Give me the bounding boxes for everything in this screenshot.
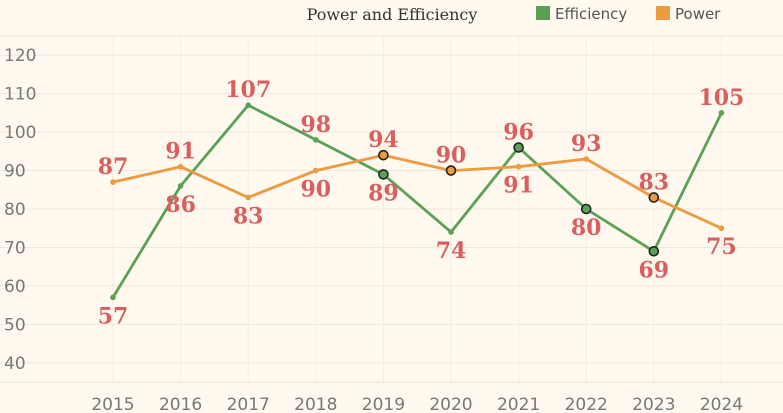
y-tick-label: 50 bbox=[4, 315, 26, 335]
y-tick-label: 90 bbox=[4, 162, 26, 182]
point-power-2017[interactable] bbox=[245, 194, 251, 201]
point-efficiency-2021[interactable] bbox=[513, 142, 524, 153]
y-tick-label: 40 bbox=[4, 354, 26, 374]
data-label-power-2024: 75 bbox=[706, 234, 737, 260]
legend-label-power: Power bbox=[675, 5, 721, 23]
legend-swatch-power bbox=[656, 6, 670, 20]
data-labels: 57 86 107 98 89 74 96 80 69 105 87 91 83 90 94 90 91 93 83… bbox=[98, 77, 745, 329]
markers bbox=[110, 102, 725, 301]
point-power-2015[interactable] bbox=[110, 179, 116, 185]
y-tick-label: 110 bbox=[4, 85, 36, 105]
point-efficiency-2023[interactable] bbox=[648, 245, 660, 257]
point-power-2023[interactable] bbox=[648, 192, 660, 203]
point-efficiency-2016[interactable] bbox=[177, 183, 184, 189]
data-label-power-2021: 91 bbox=[503, 173, 534, 199]
data-label-efficiency-2018: 98 bbox=[300, 112, 331, 138]
point-efficiency-2019[interactable] bbox=[378, 169, 389, 180]
point-efficiency-2017[interactable] bbox=[245, 102, 251, 108]
point-power-2024[interactable] bbox=[718, 225, 725, 232]
point-power-2020[interactable] bbox=[445, 165, 457, 176]
point-efficiency-2022[interactable] bbox=[580, 203, 592, 215]
series-line-power bbox=[112, 153, 722, 230]
data-label-power-2016: 91 bbox=[165, 139, 196, 165]
data-label-power-2020: 90 bbox=[436, 143, 467, 169]
data-label-efficiency-2024: 105 bbox=[698, 85, 744, 111]
y-tick-label: 70 bbox=[4, 238, 26, 258]
point-efficiency-2018[interactable] bbox=[313, 137, 319, 143]
data-label-power-2019: 94 bbox=[368, 127, 399, 153]
x-tick-label: 2024 bbox=[700, 395, 743, 413]
series-lines bbox=[111, 103, 723, 299]
y-tick-label: 120 bbox=[4, 46, 36, 66]
legend-swatch-efficiency bbox=[536, 6, 550, 20]
point-power-2019[interactable] bbox=[378, 149, 389, 161]
grid bbox=[0, 36, 783, 382]
x-tick-label: 2015 bbox=[91, 395, 134, 413]
data-label-power-2018: 90 bbox=[300, 177, 331, 203]
y-tick-label: 60 bbox=[4, 277, 26, 297]
data-label-efficiency-2017: 107 bbox=[225, 77, 271, 103]
data-label-efficiency-2016: 86 bbox=[165, 192, 196, 218]
legend-item-efficiency[interactable]: Efficiency bbox=[536, 5, 627, 23]
legend-label-efficiency: Efficiency bbox=[555, 5, 627, 23]
x-tick-label: 2023 bbox=[632, 395, 675, 413]
x-tick-label: 2021 bbox=[497, 395, 540, 413]
data-label-efficiency-2022: 80 bbox=[571, 215, 602, 241]
x-tick-label: 2020 bbox=[429, 395, 472, 413]
data-label-power-2017: 83 bbox=[233, 203, 264, 229]
legend-item-power[interactable]: Power bbox=[656, 5, 721, 23]
series-line-efficiency bbox=[111, 103, 723, 299]
point-power-2021[interactable] bbox=[515, 163, 522, 170]
x-tick-label: 2022 bbox=[565, 395, 608, 413]
point-efficiency-2024[interactable] bbox=[718, 110, 725, 116]
x-tick-label: 2019 bbox=[362, 395, 405, 413]
axes: 40 50 60 70 80 90 100 110 120 2015 2016 2017 2018 201… bbox=[0, 46, 783, 413]
data-label-power-2023: 83 bbox=[638, 169, 669, 195]
legend[interactable]: Efficiency Power bbox=[536, 5, 721, 23]
y-tick-label: 100 bbox=[4, 123, 36, 143]
x-tick-label: 2017 bbox=[227, 395, 270, 413]
data-label-efficiency-2023: 69 bbox=[638, 257, 669, 283]
data-label-efficiency-2021: 96 bbox=[503, 119, 534, 145]
data-label-power-2022: 93 bbox=[571, 131, 602, 157]
point-power-2022[interactable] bbox=[583, 156, 589, 162]
x-tick-label: 2018 bbox=[294, 395, 337, 413]
y-tick-label: 80 bbox=[4, 200, 26, 220]
point-power-2018[interactable] bbox=[313, 167, 319, 174]
x-tick-label: 2016 bbox=[159, 395, 202, 413]
point-power-2016[interactable] bbox=[177, 163, 184, 170]
data-label-power-2015: 87 bbox=[98, 154, 129, 180]
chart-title: Power and Efficiency bbox=[307, 5, 478, 24]
point-efficiency-2015[interactable] bbox=[110, 294, 116, 301]
data-label-efficiency-2019: 89 bbox=[368, 180, 399, 206]
data-label-efficiency-2020: 74 bbox=[436, 238, 467, 264]
point-efficiency-2020[interactable] bbox=[448, 229, 454, 235]
data-label-efficiency-2015: 57 bbox=[98, 303, 129, 329]
